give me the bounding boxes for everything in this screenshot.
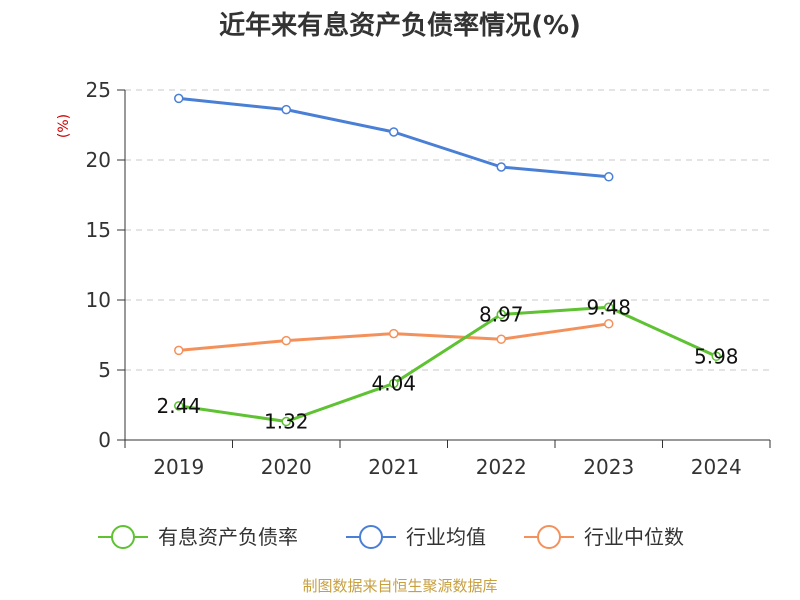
data-point [389, 378, 399, 389]
legend-label: 行业中位数 [584, 525, 684, 549]
data-label: 1.32 [264, 410, 309, 434]
y-tick-label: 15 [86, 218, 111, 242]
y-tick-label: 20 [86, 148, 111, 172]
data-label: 5.98 [694, 344, 739, 368]
data-point [496, 309, 506, 320]
series-line-1 [178, 96, 609, 179]
data-point [281, 335, 291, 346]
legend-label: 行业均值 [406, 525, 486, 549]
data-point [281, 416, 291, 427]
legend-marker [537, 525, 561, 549]
data-point [389, 127, 399, 137]
x-tick-label: 2019 [153, 455, 204, 479]
x-tick-label: 2022 [476, 455, 527, 479]
chart-title: 近年来有息资产负债率情况(%) [219, 10, 581, 41]
legend-marker [111, 525, 135, 549]
x-tick-label: 2020 [261, 455, 312, 479]
series-line-0 [178, 305, 717, 424]
data-point [496, 162, 506, 172]
y-tick-label: 10 [86, 288, 111, 312]
legend-label: 有息资产负债率 [158, 525, 298, 549]
data-point [604, 302, 614, 313]
x-tick-label: 2021 [368, 455, 419, 479]
data-point [174, 345, 184, 356]
data-label: 4.04 [371, 371, 416, 395]
data-label: 9.48 [586, 295, 631, 319]
y-axis-label: (%) [56, 114, 72, 138]
data-point [604, 319, 614, 329]
data-point [496, 334, 506, 344]
y-tick-label: 25 [86, 78, 111, 102]
data-point [281, 104, 291, 115]
y-tick-label: 0 [98, 428, 111, 452]
data-point [389, 328, 399, 339]
data-label: 2.44 [156, 394, 201, 418]
source-note: 制图数据来自恒生聚源数据库 [302, 577, 497, 595]
legend-marker [359, 525, 383, 549]
data-point [604, 172, 614, 182]
data-point [174, 401, 184, 411]
x-tick-label: 2024 [691, 455, 742, 479]
data-point [711, 351, 721, 362]
data-label: 8.97 [479, 302, 524, 326]
data-point [174, 93, 184, 104]
x-tick-label: 2023 [583, 455, 634, 479]
y-tick-label: 5 [98, 358, 111, 382]
